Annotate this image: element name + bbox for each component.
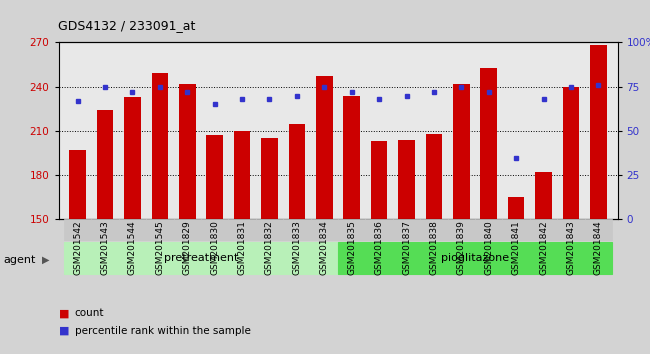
Bar [256,219,283,241]
Text: GSM201829: GSM201829 [183,221,192,275]
Bar [563,87,579,219]
Bar [584,219,612,241]
Bar [508,198,525,219]
Bar [124,97,140,219]
Bar [343,96,360,219]
Bar [92,219,119,241]
Bar [174,219,201,241]
Bar [365,219,393,241]
Bar [228,219,256,241]
Bar [338,219,365,241]
Text: percentile rank within the sample: percentile rank within the sample [75,326,251,336]
Text: GSM201842: GSM201842 [539,221,548,275]
Text: GSM201839: GSM201839 [457,221,466,275]
Bar [536,172,552,219]
Bar [453,84,469,219]
Bar [371,141,387,219]
Bar [179,84,196,219]
Bar [64,242,338,274]
Bar [234,131,250,219]
Bar [207,136,223,219]
Text: GSM201544: GSM201544 [128,221,137,275]
Bar [426,134,442,219]
Bar [530,219,557,241]
Bar [502,219,530,241]
Text: ■: ■ [58,308,69,318]
Text: GSM201841: GSM201841 [512,221,521,275]
Bar [398,140,415,219]
Text: GSM201831: GSM201831 [238,221,246,275]
Text: GSM201843: GSM201843 [566,221,575,275]
Bar [151,74,168,219]
Bar [283,219,311,241]
Text: GSM201832: GSM201832 [265,221,274,275]
Bar [261,138,278,219]
Bar [97,110,113,219]
Text: count: count [75,308,104,318]
Bar [480,68,497,219]
Bar [338,242,612,274]
Text: GSM201840: GSM201840 [484,221,493,275]
Text: GDS4132 / 233091_at: GDS4132 / 233091_at [58,19,196,32]
Bar [420,219,448,241]
Bar [146,219,174,241]
Bar [316,76,333,219]
Bar [70,150,86,219]
Text: ▶: ▶ [42,255,50,265]
Text: GSM201844: GSM201844 [594,221,603,275]
Bar [289,124,305,219]
Bar [475,219,502,241]
Text: GSM201835: GSM201835 [347,221,356,275]
Text: GSM201543: GSM201543 [101,221,110,275]
Bar [557,219,584,241]
Bar [448,219,475,241]
Text: pretreatment: pretreatment [164,253,238,263]
Text: GSM201545: GSM201545 [155,221,164,275]
Bar [590,45,606,219]
Text: GSM201836: GSM201836 [374,221,384,275]
Text: GSM201542: GSM201542 [73,221,82,275]
Text: GSM201830: GSM201830 [210,221,219,275]
Text: GSM201834: GSM201834 [320,221,329,275]
Bar [64,219,92,241]
Text: GSM201833: GSM201833 [292,221,302,275]
Bar [311,219,338,241]
Text: agent: agent [3,255,36,265]
Text: GSM201838: GSM201838 [430,221,438,275]
Text: pioglitazone: pioglitazone [441,253,509,263]
Bar [393,219,420,241]
Text: ■: ■ [58,326,69,336]
Bar [201,219,228,241]
Text: GSM201837: GSM201837 [402,221,411,275]
Bar [119,219,146,241]
